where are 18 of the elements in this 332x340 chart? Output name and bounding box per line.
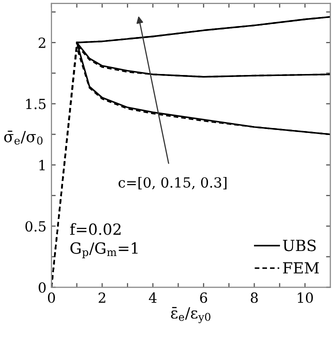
x-axis-title: ε̄$_{e}$/ε$_{y0}$ [171, 306, 210, 324]
annotation: f=0.02 [70, 223, 121, 235]
x-tick-label: 8 [250, 292, 258, 303]
annotation: G$_{p}$/G$_{m}$=1 [70, 242, 138, 258]
legend-label: FEM [283, 262, 319, 274]
y-axis-title: σ̄$_{e}$/σ$_{0}$ [4, 130, 43, 145]
x-tick-label: 0 [48, 292, 55, 303]
x-tick-label: 10 [298, 292, 313, 303]
x-tick-label: 6 [200, 292, 208, 303]
y-tick-label: 0 [38, 282, 46, 293]
x-tick-label: 4 [148, 292, 157, 303]
y-tick-label: 0.5 [25, 221, 46, 232]
x-tick-label: 2 [98, 292, 106, 303]
y-tick-label: 1 [39, 160, 45, 170]
annotation: c=[0, 0.15, 0.3] [118, 176, 226, 190]
y-tick-label: 1.5 [26, 98, 46, 110]
legend-label: UBS [282, 240, 316, 252]
y-tick-label: 2 [38, 38, 46, 48]
